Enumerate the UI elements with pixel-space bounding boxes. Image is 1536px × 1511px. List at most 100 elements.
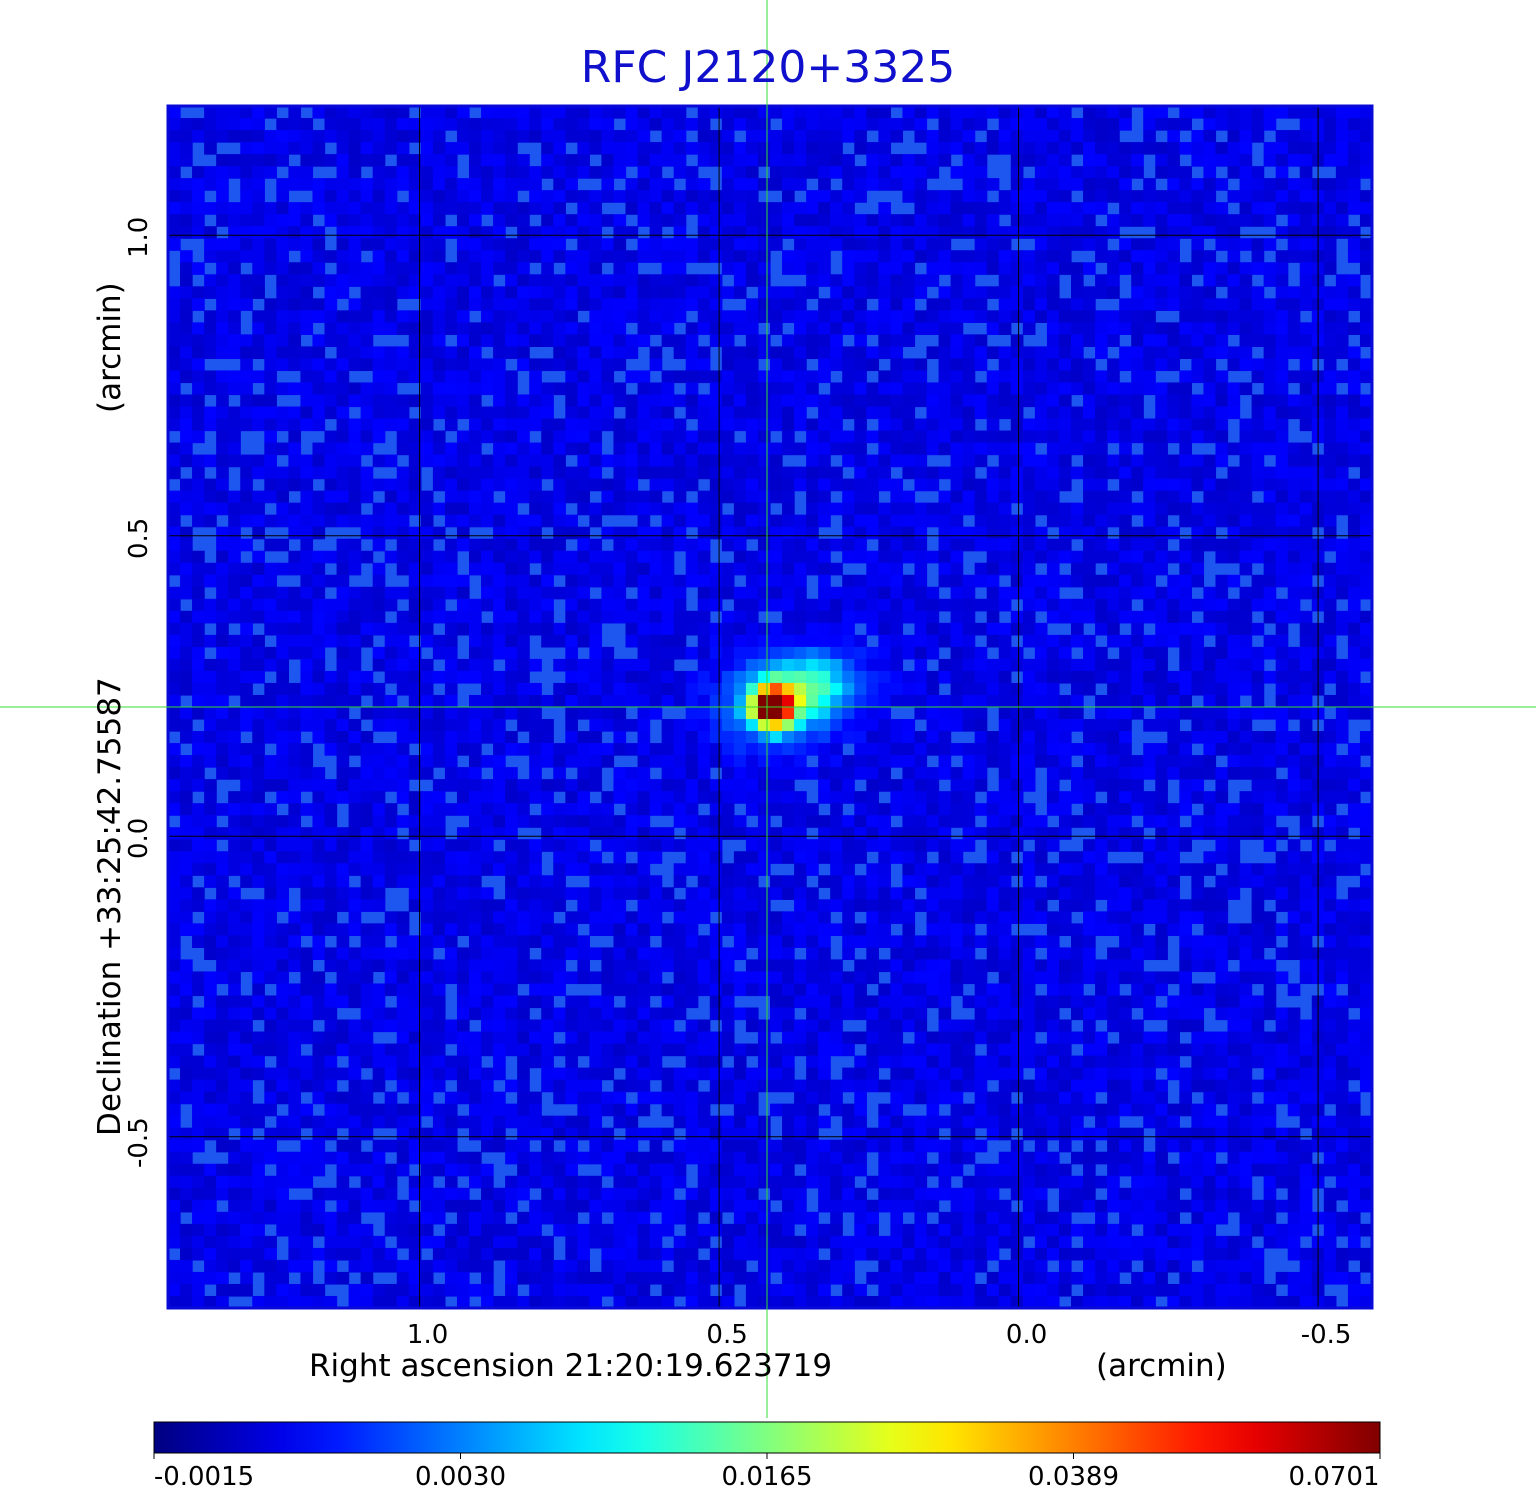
- map-pixel: [1335, 490, 1349, 504]
- map-pixel: [685, 743, 699, 756]
- map-pixel: [408, 682, 422, 696]
- map-pixel: [1095, 574, 1108, 588]
- map-pixel: [1046, 118, 1060, 131]
- map-pixel: [685, 682, 699, 696]
- map-pixel: [384, 634, 398, 648]
- map-pixel: [950, 418, 964, 432]
- map-pixel: [1071, 526, 1084, 540]
- map-pixel: [240, 406, 253, 420]
- map-pixel: [854, 454, 867, 468]
- map-pixel: [168, 394, 181, 408]
- map-pixel: [264, 322, 277, 335]
- map-pixel: [1058, 322, 1072, 335]
- map-pixel: [914, 118, 928, 131]
- map-pixel: [288, 274, 302, 287]
- map-pixel: [661, 743, 675, 756]
- map-pixel: [1191, 250, 1205, 263]
- map-pixel: [962, 202, 976, 215]
- map-pixel: [1359, 743, 1373, 756]
- map-pixel: [1095, 238, 1108, 251]
- map-pixel: [1095, 538, 1108, 552]
- map-pixel: [1046, 370, 1060, 384]
- map-pixel: [625, 190, 639, 203]
- map-pixel: [360, 406, 374, 420]
- map-pixel: [1287, 682, 1301, 696]
- map-pixel: [1251, 478, 1265, 492]
- map-pixel: [493, 430, 506, 444]
- map-pixel: [1335, 334, 1349, 347]
- map-pixel: [1167, 670, 1180, 684]
- map-pixel: [962, 262, 976, 275]
- map-pixel: [312, 442, 326, 456]
- map-pixel: [348, 803, 362, 816]
- map-pixel: [926, 586, 940, 600]
- map-pixel: [408, 334, 422, 347]
- map-pixel: [240, 779, 253, 792]
- map-pixel: [1215, 202, 1229, 215]
- map-pixel: [1203, 694, 1217, 708]
- map-pixel: [926, 394, 940, 408]
- map-pixel: [697, 154, 711, 167]
- map-pixel: [192, 803, 205, 816]
- map-pixel: [1239, 442, 1253, 456]
- map-pixel: [553, 490, 566, 504]
- map-pixel: [216, 658, 229, 672]
- map-pixel: [1095, 166, 1108, 179]
- map-pixel: [673, 334, 687, 347]
- map-pixel: [168, 118, 181, 131]
- map-pixel: [1179, 106, 1192, 119]
- map-pixel: [1239, 430, 1253, 444]
- map-pixel: [914, 418, 928, 432]
- map-pixel: [517, 490, 530, 504]
- map-pixel: [1131, 334, 1144, 347]
- map-pixel: [384, 670, 398, 684]
- map-pixel: [950, 526, 964, 540]
- map-pixel: [348, 442, 362, 456]
- map-pixel: [854, 178, 867, 191]
- map-pixel: [1347, 154, 1361, 167]
- map-pixel: [1251, 707, 1265, 720]
- map-pixel: [806, 430, 819, 444]
- map-pixel: [745, 707, 759, 720]
- map-pixel: [866, 238, 879, 251]
- map-pixel: [252, 226, 265, 239]
- map-pixel: [577, 322, 590, 335]
- map-pixel: [854, 214, 867, 227]
- map-pixel: [1046, 286, 1060, 299]
- map-pixel: [469, 274, 482, 287]
- map-pixel: [420, 238, 434, 251]
- map-pixel: [372, 646, 386, 660]
- map-pixel: [782, 694, 795, 708]
- map-pixel: [998, 634, 1012, 648]
- map-pixel: [745, 190, 759, 203]
- map-pixel: [408, 791, 422, 804]
- map-pixel: [1143, 719, 1156, 732]
- map-pixel: [757, 707, 771, 720]
- map-pixel: [1046, 586, 1060, 600]
- map-pixel: [962, 214, 976, 227]
- map-pixel: [818, 791, 831, 804]
- map-pixel: [782, 346, 795, 360]
- map-pixel: [1239, 106, 1253, 119]
- map-pixel: [1275, 707, 1289, 720]
- map-pixel: [1275, 743, 1289, 756]
- map-pixel: [673, 514, 687, 528]
- map-pixel: [878, 538, 891, 552]
- map-pixel: [1239, 382, 1253, 396]
- map-pixel: [938, 358, 952, 372]
- map-pixel: [1010, 490, 1024, 504]
- map-pixel: [493, 142, 506, 155]
- map-pixel: [1143, 490, 1156, 504]
- map-pixel: [926, 719, 940, 732]
- map-pixel: [1215, 490, 1229, 504]
- map-pixel: [1119, 250, 1132, 263]
- map-pixel: [1107, 779, 1120, 792]
- map-pixel: [794, 358, 807, 372]
- map-pixel: [1227, 166, 1241, 179]
- map-pixel: [950, 490, 964, 504]
- map-pixel: [1143, 106, 1156, 119]
- map-pixel: [1155, 106, 1168, 119]
- map-pixel: [1022, 286, 1036, 299]
- map-pixel: [312, 767, 326, 780]
- map-pixel: [360, 622, 374, 636]
